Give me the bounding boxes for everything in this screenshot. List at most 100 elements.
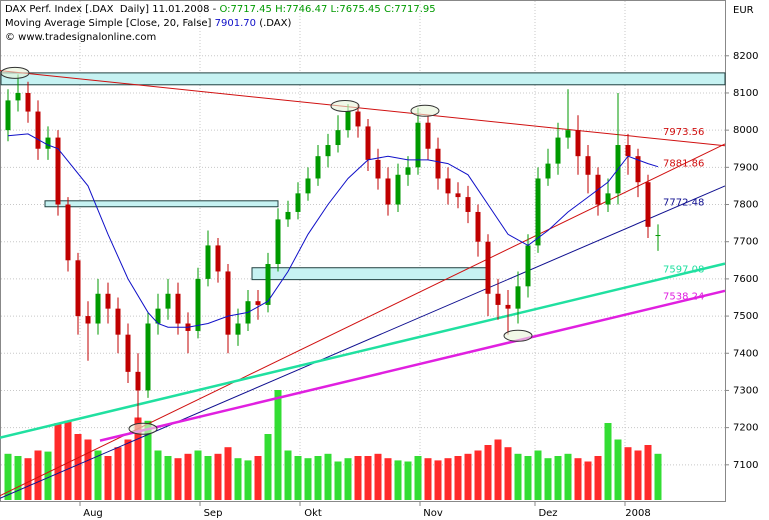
candle-body [75, 260, 81, 317]
candle-body [325, 145, 331, 157]
candle-body [545, 163, 551, 179]
candle-body [575, 130, 581, 157]
instrument: DAX Perf. Index [.DAX Daily] 11.01.2008 … [5, 4, 217, 15]
candle-body [105, 293, 111, 309]
zone [0, 72, 726, 86]
candle-body [415, 122, 421, 168]
y-tick-label: 7700 [733, 237, 758, 248]
volume-bar [474, 450, 482, 500]
y-tick-label: 8200 [733, 51, 758, 62]
candle-body [225, 271, 231, 335]
x-tick-label: Aug [83, 508, 103, 519]
volume-bar [504, 447, 512, 500]
candle-body [35, 111, 41, 149]
candle-body [385, 178, 391, 205]
candle-body [275, 219, 281, 265]
volume-bar [544, 458, 552, 500]
candle-body [175, 293, 181, 324]
highlight [503, 329, 533, 342]
volume-bar [84, 439, 92, 500]
volume-bar [454, 456, 462, 500]
highlight [330, 99, 360, 112]
volume-bar [44, 451, 52, 500]
volume-bar [154, 450, 162, 500]
volume-bar [214, 453, 222, 500]
y-tick-label: 7300 [733, 385, 758, 396]
volume-bar [464, 453, 472, 500]
volume-bar [114, 447, 122, 500]
copyright: © www.tradesignalonline.com [5, 32, 157, 43]
currency-label: EUR [733, 5, 754, 16]
volume-bar [34, 450, 42, 500]
volume-bar [194, 450, 202, 500]
volume-bar [364, 456, 372, 500]
trendline-label: 7973.56 [663, 127, 704, 138]
candle-body [375, 159, 381, 179]
candle-body [475, 211, 481, 242]
candle-body [295, 193, 301, 212]
y-tick-label: 7400 [733, 348, 758, 359]
x-tick-label: Sep [204, 508, 223, 519]
highlight [410, 104, 440, 117]
candle-body [195, 278, 201, 331]
candle-body [45, 137, 51, 149]
candle-body [85, 316, 91, 324]
trendline-label: 7538.24 [663, 291, 704, 302]
volume-bar [624, 447, 632, 500]
candle-body [145, 323, 151, 391]
candle-body [265, 264, 271, 305]
volume-bar [424, 458, 432, 500]
candle-body [5, 100, 11, 131]
candle-body [25, 92, 31, 112]
volume-bar [554, 456, 562, 500]
header-line: DAX Perf. Index [.DAX Daily] 11.01.2008 … [5, 3, 436, 16]
volume-bar [434, 460, 442, 500]
candle-body [155, 308, 161, 324]
volume-bar [94, 450, 102, 500]
volume-bar [634, 450, 642, 500]
ma-source: (.DAX) [259, 18, 292, 29]
trendline [0, 262, 726, 439]
volume-bar [594, 456, 602, 500]
indicator-line: Moving Average Simple [Close, 20, False]… [5, 17, 291, 30]
candle-body [165, 293, 171, 309]
candle-body [505, 304, 511, 309]
candle-body [495, 293, 501, 305]
candle-body [445, 178, 451, 194]
candle-body [555, 137, 561, 164]
trendline-label: 7881.86 [663, 159, 704, 170]
volume-bar [414, 456, 422, 500]
volume-bar [124, 439, 132, 500]
candle-body [395, 174, 401, 205]
candle-body [235, 323, 241, 335]
candle-body [315, 156, 321, 179]
trendline [0, 185, 726, 499]
volume-bar [374, 453, 382, 500]
volume-bar [324, 453, 332, 500]
candle-body [215, 245, 221, 272]
highlight [0, 66, 30, 79]
volume-bar [494, 439, 502, 500]
candle-body [65, 204, 71, 261]
volume-bar [644, 445, 652, 500]
volume-bar [314, 456, 322, 500]
candle-body [55, 137, 61, 205]
candle-body [635, 156, 641, 183]
zone [251, 267, 489, 281]
volume-bar [234, 458, 242, 500]
volume-bar [254, 456, 262, 500]
trendline [0, 70, 726, 147]
candle-body [305, 178, 311, 194]
ma-name: Moving Average Simple [Close, 20, False] [5, 18, 212, 29]
candle-body [645, 182, 651, 227]
volume-bar [444, 458, 452, 500]
candle-body [605, 193, 611, 205]
y-tick-label: 7200 [733, 423, 758, 434]
volume-bar [344, 458, 352, 500]
candle-body [565, 130, 571, 138]
volume-bar [404, 461, 412, 500]
y-tick-label: 7100 [733, 460, 758, 471]
volume-bar [354, 456, 362, 500]
volume-bar [204, 456, 212, 500]
